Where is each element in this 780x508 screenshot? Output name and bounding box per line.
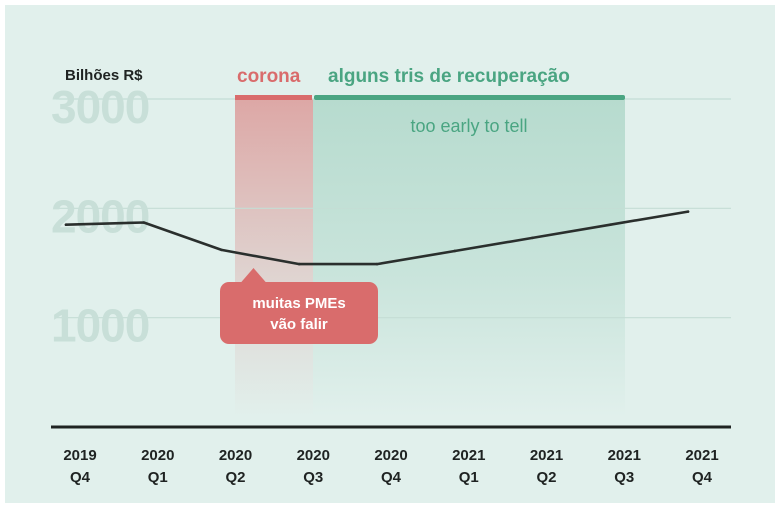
- chart-svg: 3000 2000 1000 Bilhões R$ corona alguns tris …: [51, 66, 731, 486]
- annotation-text: vão falir: [270, 316, 328, 333]
- recovery-label: alguns tris de recuperação: [328, 66, 570, 87]
- data-point: [220, 248, 223, 252]
- data-point: [453, 249, 457, 253]
- x-tick-quarter: Q3: [614, 469, 634, 486]
- corona-bar: [235, 95, 312, 100]
- x-tick-year: 2020: [374, 447, 407, 464]
- data-point: [531, 236, 534, 240]
- chart-panel: 3000 2000 1000 Bilhões R$ corona alguns tris …: [5, 5, 775, 503]
- x-tick-year: 2020: [297, 447, 330, 464]
- y-tick-label: 3000: [51, 81, 149, 133]
- data-point: [64, 223, 68, 227]
- x-tick-quarter: Q1: [459, 469, 479, 486]
- x-tick-quarter: Q3: [303, 469, 323, 486]
- x-tick-year: 2021: [608, 447, 641, 464]
- data-point: [142, 221, 146, 224]
- recovery-band: [313, 99, 625, 417]
- y-axis-label: Bilhões R$: [65, 67, 143, 84]
- x-tick-quarter: Q1: [148, 469, 168, 486]
- x-tick-quarter: Q2: [536, 469, 556, 486]
- y-tick-label: 1000: [51, 300, 149, 352]
- annotation-box: [220, 282, 378, 344]
- x-tick-year: 2021: [685, 447, 718, 464]
- x-tick-year: 2019: [63, 447, 96, 464]
- recovery-sublabel: too early to tell: [410, 116, 527, 136]
- corona-band: [235, 99, 313, 417]
- y-tick-label: 2000: [51, 190, 149, 242]
- data-point: [297, 262, 301, 266]
- x-tick-year: 2021: [530, 447, 563, 464]
- x-tick-quarter: Q2: [225, 469, 245, 486]
- data-point: [375, 262, 379, 266]
- recovery-bar: [314, 95, 625, 100]
- x-tick-year: 2020: [141, 447, 174, 464]
- annotation-text: muitas PMEs: [252, 295, 345, 312]
- x-tick-year: 2021: [452, 447, 485, 464]
- x-tick-year: 2020: [219, 447, 252, 464]
- annotation-pointer: [240, 268, 267, 283]
- data-point: [686, 210, 690, 213]
- data-point: [608, 223, 612, 227]
- corona-label: corona: [237, 66, 301, 87]
- x-tick-quarter: Q4: [381, 469, 402, 486]
- x-tick-quarter: Q4: [692, 469, 713, 486]
- x-tick-quarter: Q4: [70, 469, 91, 486]
